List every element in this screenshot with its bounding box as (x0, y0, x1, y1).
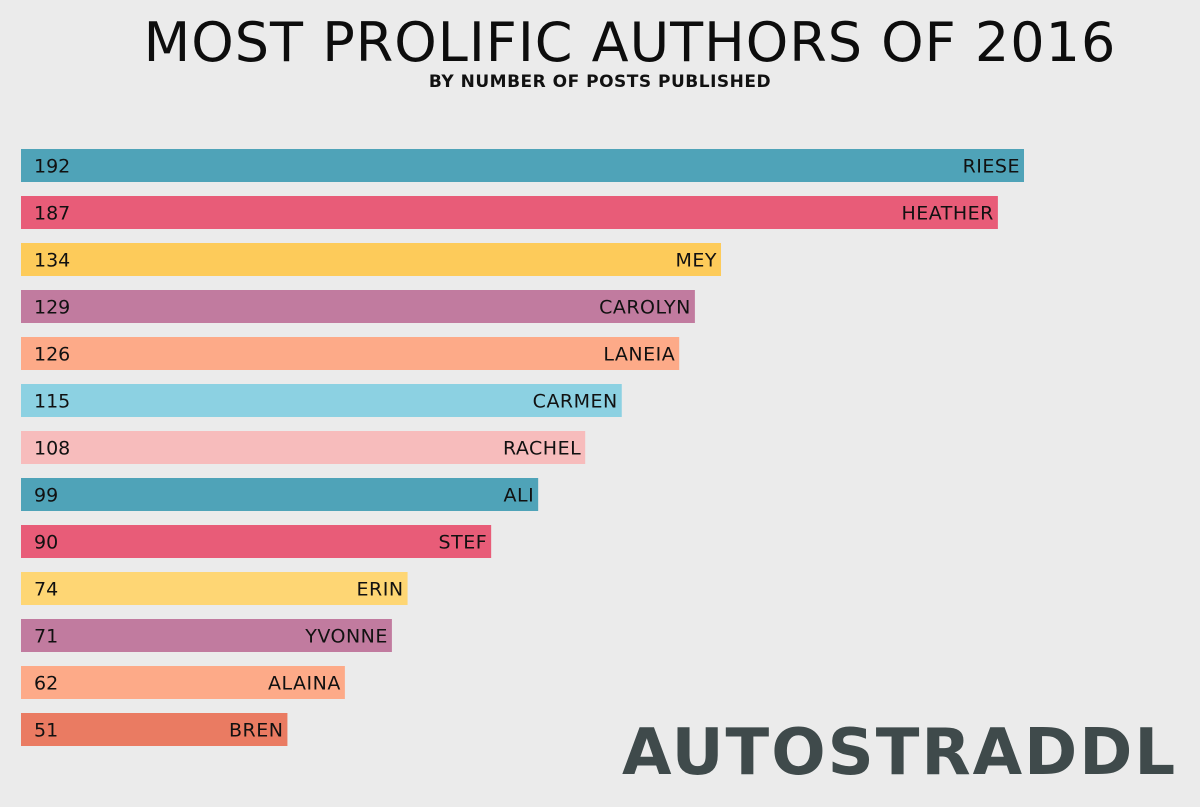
bar-category-label: STEF (439, 532, 488, 554)
bar-carmen (21, 384, 622, 417)
bar-value-label: 108 (34, 438, 70, 460)
bar-category-label: BREN (229, 720, 283, 742)
bar-category-label: LANEIA (603, 344, 675, 366)
bar-category-label: MEY (675, 250, 717, 272)
bar-category-label: CAROLYN (599, 297, 691, 319)
bar-value-label: 71 (34, 626, 58, 648)
bar-heather (21, 196, 998, 229)
bar-bren (21, 713, 288, 746)
bar-value-label: 187 (34, 203, 70, 225)
bar-stef (21, 525, 492, 558)
autostraddle-logo: AUTOSTRADDLE (622, 716, 1180, 790)
logo-text: AUTOSTRADDLE (622, 716, 1180, 790)
bar-mey (21, 243, 722, 276)
bar-value-label: 99 (34, 485, 58, 507)
bar-category-label: ERIN (357, 579, 404, 601)
bar-carolyn (21, 290, 695, 323)
bar-value-label: 51 (34, 720, 58, 742)
bar-category-label: RACHEL (503, 438, 581, 460)
bar-value-label: 192 (34, 156, 70, 178)
bar-ali (21, 478, 539, 511)
bar-alaina (21, 666, 345, 699)
bar-value-label: 129 (34, 297, 70, 319)
chart-title: MOST PROLIFIC AUTHORS OF 2016 (143, 11, 1117, 74)
bar-laneia (21, 337, 680, 370)
bar-category-label: ALAINA (268, 673, 341, 695)
bar-value-label: 126 (34, 344, 70, 366)
bar-category-label: YVONNE (304, 626, 388, 648)
chart-subtitle: BY NUMBER OF POSTS PUBLISHED (428, 72, 772, 92)
bar-category-label: HEATHER (901, 203, 993, 225)
bar-riese (21, 149, 1024, 182)
bar-rachel (21, 431, 586, 464)
bar-category-label: ALI (503, 485, 534, 507)
bar-erin (21, 572, 408, 605)
bar-value-label: 62 (34, 673, 58, 695)
bar-category-label: RIESE (963, 156, 1020, 178)
bar-value-label: 74 (34, 579, 58, 601)
bar-category-label: CARMEN (533, 391, 618, 413)
bar-value-label: 90 (34, 532, 58, 554)
bar-value-label: 134 (34, 250, 70, 272)
bar-yvonne (21, 619, 392, 652)
bar-value-label: 115 (34, 391, 70, 413)
